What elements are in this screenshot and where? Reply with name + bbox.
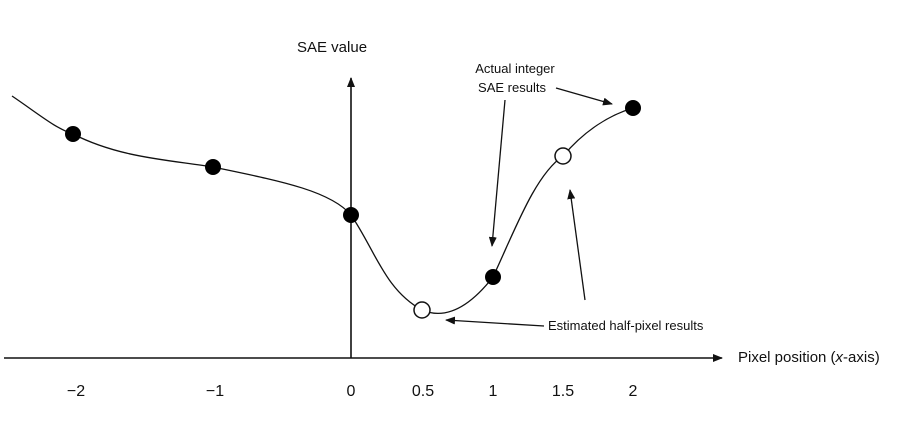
x-axis-label-suffix: -axis) bbox=[843, 349, 880, 366]
integer-sae-point-minus-1 bbox=[205, 159, 221, 175]
annotation-arrow-to-point-0-5 bbox=[445, 316, 545, 327]
annotation-arrow-to-point-2 bbox=[555, 87, 613, 106]
x-axis-label-var: x bbox=[835, 349, 844, 366]
tick-label-2: 2 bbox=[629, 383, 638, 400]
integer-sae-point-0 bbox=[343, 207, 359, 223]
annotation-integer-line1: Actual integer bbox=[475, 61, 555, 76]
annotation-arrow-to-point-1-5 bbox=[567, 189, 586, 301]
y-axis-label: SAE value bbox=[297, 39, 367, 56]
annotation-integer-line2: SAE results bbox=[478, 80, 546, 95]
half-pixel-point-0-5 bbox=[413, 301, 431, 319]
x-axis-label-prefix: Pixel position ( bbox=[738, 349, 836, 366]
tick-label-minus-1: −1 bbox=[206, 383, 224, 400]
half-pixel-point-1-5 bbox=[554, 147, 572, 165]
annotation-arrow-to-point-1 bbox=[488, 99, 506, 247]
integer-sae-point-1 bbox=[485, 269, 501, 285]
tick-label-0-5: 0.5 bbox=[412, 383, 434, 400]
x-axis-label: Pixel position (x-axis) bbox=[738, 349, 880, 366]
annotation-half-pixel: Estimated half-pixel results bbox=[548, 318, 704, 333]
integer-sae-point-minus-2 bbox=[65, 126, 81, 142]
tick-label-1-5: 1.5 bbox=[552, 383, 574, 400]
sae-curve bbox=[11, 95, 634, 315]
integer-sae-point-2 bbox=[625, 100, 641, 116]
tick-label-minus-2: −2 bbox=[67, 383, 85, 400]
tick-label-0: 0 bbox=[347, 383, 356, 400]
tick-label-1: 1 bbox=[489, 383, 498, 400]
